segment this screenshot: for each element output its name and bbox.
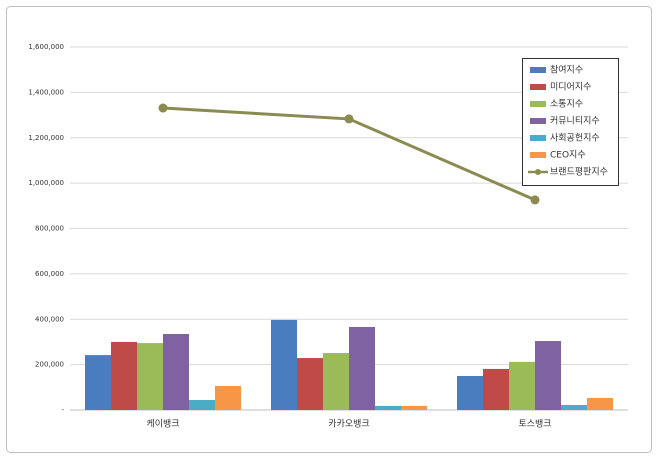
y-tick-label: 1,400,000 [28, 88, 64, 96]
bar [271, 319, 297, 410]
bar [349, 326, 375, 410]
bar [561, 405, 587, 410]
legend-swatch [530, 67, 546, 73]
bar [509, 361, 535, 410]
y-tick-label: 600,000 [35, 270, 64, 278]
legend-label: 커뮤니티지수 [550, 116, 600, 127]
legend-marker [535, 169, 541, 175]
bar [215, 385, 241, 410]
legend-label: 사회공헌지수 [550, 133, 600, 144]
y-tick-label: 1,600,000 [28, 43, 64, 51]
bar [323, 353, 349, 410]
y-tick-label: 1,200,000 [28, 134, 64, 142]
y-tick-label: - [61, 406, 64, 414]
legend-swatch [530, 84, 546, 90]
legend-swatch [530, 118, 546, 124]
bar [297, 358, 323, 410]
bar [587, 397, 613, 410]
y-tick-label: 1,000,000 [28, 179, 64, 187]
bar [535, 341, 561, 410]
line-marker [530, 195, 540, 205]
bar [401, 405, 427, 410]
bar [457, 375, 483, 410]
legend-swatch [530, 152, 546, 158]
y-tick-label: 800,000 [35, 225, 64, 233]
bar [85, 355, 111, 410]
legend-label: 브랜드평판지수 [550, 167, 608, 178]
legend-swatch [530, 101, 546, 107]
y-tick-label: 200,000 [35, 361, 64, 369]
bar [163, 333, 189, 410]
y-tick-label: 400,000 [35, 315, 64, 323]
legend-label: CEO지수 [550, 150, 586, 161]
bar [137, 343, 163, 410]
x-tick-label: 카카오뱅크 [328, 419, 369, 430]
line-marker [344, 114, 354, 124]
legend-label: 미디어지수 [550, 82, 591, 93]
bar [375, 405, 401, 410]
legend-swatch [530, 135, 546, 141]
bar [111, 341, 137, 410]
x-tick-label: 토스뱅크 [518, 419, 551, 430]
legend-label: 소통지수 [550, 99, 583, 110]
line-marker [158, 103, 168, 113]
bar [189, 400, 215, 410]
legend-label: 참여지수 [550, 64, 583, 76]
bar [483, 368, 509, 410]
x-tick-label: 케이뱅크 [146, 419, 179, 430]
